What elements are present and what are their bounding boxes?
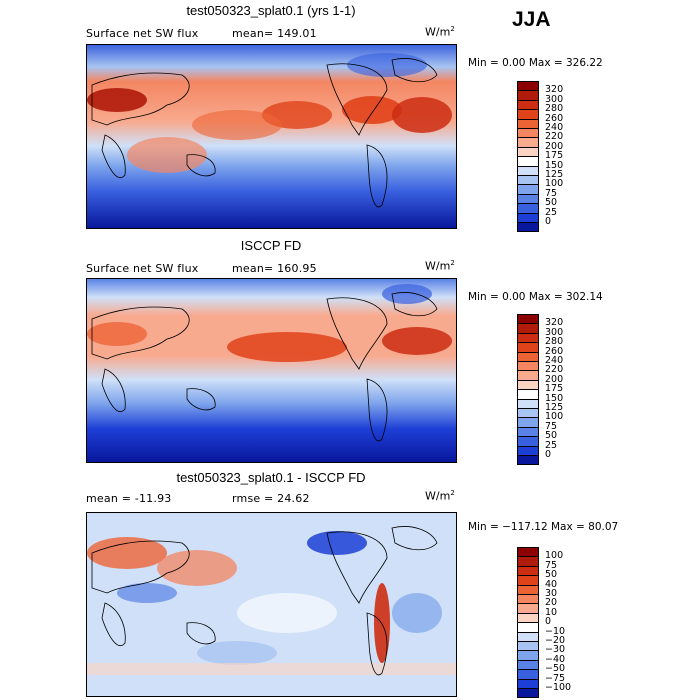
colorbar-label: 125 [545,169,564,180]
panel-3-units: W/m2 [425,489,455,503]
panel-1-title: test050323_splat0.1 (yrs 1-1) [186,3,356,18]
colorbar-label: 320 [545,317,564,329]
colorbar-label: 240 [545,355,564,366]
colorbar-label: 280 [545,103,564,115]
colorbar-label: 30 [545,588,558,599]
colorbar-label: 200 [545,373,564,385]
colorbar-label: 75 [545,420,558,432]
colorbar-label: 25 [545,439,558,451]
colorbar-label: −10 [545,625,566,637]
colorbar-label: 300 [545,93,564,105]
colorbar-label: −20 [545,635,566,646]
panel-1-mean: mean= 149.01 [232,27,317,40]
panel-3-rmse: rmse = 24.62 [232,492,310,505]
colorbar-label: 300 [545,326,564,338]
colorbar-label: −30 [545,644,566,656]
colorbar-label: 0 [545,616,552,628]
colorbar-label: 150 [545,159,564,171]
colorbar-label: 280 [545,336,564,348]
colorbar-label: 10 [545,606,558,618]
colorbar-label: 320 [545,84,564,96]
colorbar-label: 50 [545,430,558,442]
colorbar-label: −75 [545,672,566,684]
panel-2-minmax: Min = 0.00 Max = 302.14 [468,291,603,303]
colorbar-label: 175 [545,150,564,162]
panel-2-field: Surface net SW flux [86,262,199,275]
colorbar-label: 200 [545,140,564,152]
panel-2-mean: mean= 160.95 [232,262,317,275]
panel-3-mean: mean = -11.93 [86,492,172,505]
panel-1-map [86,44,457,229]
colorbar-label: 240 [545,122,564,133]
colorbar-label: 75 [545,559,558,571]
panel-1-units: W/m2 [425,25,455,39]
colorbar-label: 220 [545,364,564,376]
colorbar-label: 75 [545,187,558,199]
colorbar-label: −40 [545,653,566,665]
panel-2-units: W/m2 [425,259,455,273]
colorbar-label: 125 [545,402,564,413]
colorbar-label: 0 [545,216,552,227]
colorbar-label: 100 [545,178,564,190]
panel-3-title: test050323_splat0.1 - ISCCP FD [176,470,366,485]
colorbar-label: 220 [545,131,564,143]
colorbar-label: 100 [545,550,564,562]
colorbar-label: 150 [545,392,564,404]
colorbar-label: 100 [545,411,564,423]
season-label: JJA [512,8,551,31]
colorbar-label: 50 [545,569,558,581]
colorbar-label: 260 [545,345,564,357]
colorbar-label: 20 [545,597,558,609]
panel-1-minmax: Min = 0.00 Max = 326.22 [468,57,603,69]
colorbar-label: 25 [545,206,558,218]
panel-2-map [86,278,457,463]
panel-1-field: Surface net SW flux [86,27,199,40]
colorbar-label: −100 [545,682,572,693]
colorbar-label: 175 [545,383,564,395]
panel-2-title: ISCCP FD [240,238,302,253]
colorbar-swatch [517,222,539,233]
panel-3-map [86,512,457,697]
colorbar-label: 50 [545,197,558,209]
colorbar-label: −50 [545,663,566,675]
panel-3-minmax: Min = −117.12 Max = 80.07 [468,521,619,533]
colorbar-swatch [517,455,539,466]
colorbar-swatch [517,688,539,699]
colorbar-label: 0 [545,449,552,460]
colorbar-label: 260 [545,112,564,124]
colorbar-label: 40 [545,578,558,590]
